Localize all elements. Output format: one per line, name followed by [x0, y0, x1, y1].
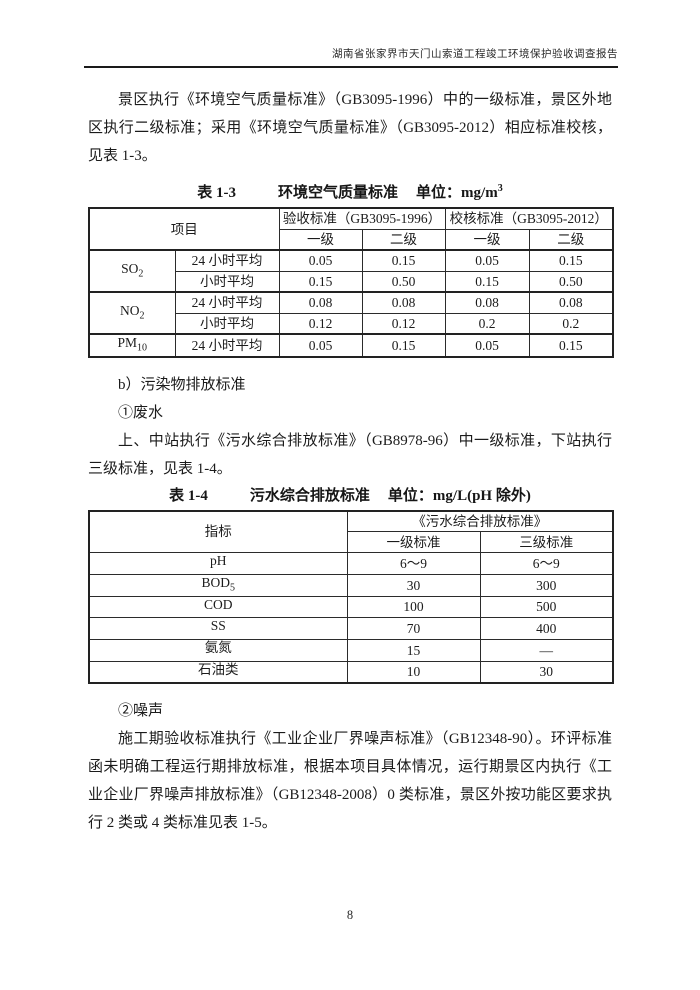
- value-cell: 0.08: [361, 291, 446, 314]
- table-1-3-label: 表 1-3: [197, 185, 237, 201]
- header-check-standard: 校核标准（GB3095-2012）: [444, 207, 614, 230]
- table-1-4-caption: 表 1-4 污水综合排放标准 单位：mg/L(pH 除外): [88, 485, 612, 507]
- table-row: 一级标准 三级标准: [89, 531, 614, 554]
- table-row: SS 70 400: [88, 617, 614, 640]
- value-cell: 0.08: [528, 291, 614, 314]
- table-row: 小时平均 0.12 0.12 0.2 0.2: [89, 312, 614, 335]
- page-number: 8: [346, 908, 354, 922]
- pollutant-pm10: PM10: [88, 333, 176, 358]
- value-cell: —: [479, 638, 614, 662]
- table-1-3-title: 环境空气质量标准: [278, 185, 399, 201]
- paragraph-noise: 施工期验收标准执行《工业企业厂界噪声标准》（GB12348-90）。环评标准函未…: [88, 731, 612, 832]
- indicator-ss: SS: [88, 617, 348, 640]
- value-cell: 0.08: [444, 291, 530, 314]
- header-grade-1-standard: 一级标准: [346, 531, 481, 554]
- heading-pollutant-discharge: b）污染物排放标准: [118, 376, 246, 393]
- value-cell: 30: [346, 573, 481, 597]
- value-cell: 0.05: [278, 333, 363, 358]
- period-cell: 24 小时平均: [174, 249, 280, 272]
- header-grade-3-standard: 三级标准: [479, 531, 614, 554]
- value-cell: 0.15: [528, 249, 614, 272]
- period-cell: 小时平均: [174, 312, 280, 335]
- table-1-4-label: 表 1-4: [169, 487, 208, 504]
- paragraph-air-quality: 景区执行《环境空气质量标准》（GB3095-1996）中的一级标准，景区外地区执…: [88, 92, 612, 164]
- value-cell: 300: [479, 573, 614, 597]
- value-cell: 0.05: [278, 249, 363, 272]
- value-cell: 0.2: [528, 312, 614, 335]
- value-cell: 0.15: [361, 333, 446, 358]
- air-quality-standards-table: 项目 验收标准（GB3095-1996） 校核标准（GB3095-2012） 一…: [88, 207, 614, 358]
- value-cell: 0.12: [278, 312, 363, 335]
- value-cell: 400: [479, 617, 614, 640]
- value-cell: 10: [346, 660, 481, 684]
- header-grade-2: 二级: [361, 228, 446, 251]
- value-cell: 0.15: [278, 270, 363, 293]
- value-cell: 0.05: [444, 249, 530, 272]
- heading-noise: ②噪声: [118, 703, 164, 720]
- table-row: NO2 24 小时平均 0.08 0.08 0.08 0.08: [88, 291, 614, 335]
- running-header: 湖南省张家界市天门山索道工程竣工环境保护验收调查报告: [332, 49, 618, 60]
- table-row: pH 6～9 6～9: [88, 552, 614, 575]
- indicator-cod: COD: [88, 595, 348, 619]
- value-cell: 30: [479, 660, 614, 684]
- value-cell: 100: [346, 595, 481, 619]
- value-cell: 0.15: [361, 249, 446, 272]
- pollutant-so2: SO2: [88, 249, 176, 293]
- table-row: SO2 24 小时平均 0.05 0.15 0.05 0.15: [88, 249, 614, 293]
- table-row: PM10 24 小时平均 0.05 0.15 0.05 0.15: [88, 333, 614, 358]
- wastewater-standards-table: 指标 《污水综合排放标准》 一级标准 三级标准 pH 6～9 6～9 BOD5 …: [88, 509, 614, 685]
- value-cell: 0.12: [361, 312, 446, 335]
- indicator-ph: pH: [88, 552, 348, 575]
- value-cell: 6～9: [346, 552, 481, 575]
- table-row: COD 100 500: [88, 595, 614, 619]
- indicator-ammonia: 氨氮: [88, 638, 348, 662]
- pollutant-no2: NO2: [88, 291, 176, 335]
- header-grade-3: 一级: [444, 228, 530, 251]
- header-grade-4: 二级: [528, 228, 614, 251]
- period-cell: 24 小时平均: [174, 333, 280, 358]
- header-item: 项目: [88, 207, 280, 251]
- value-cell: 0.50: [361, 270, 446, 293]
- table-row: 石油类 10 30: [88, 660, 614, 684]
- table-row: 氨氮 15 —: [88, 638, 614, 662]
- table-1-4-title: 污水综合排放标准: [249, 487, 370, 504]
- indicator-petroleum: 石油类: [88, 660, 348, 684]
- table-row: BOD5 30 300: [88, 573, 614, 597]
- indicator-bod5: BOD5: [88, 573, 348, 597]
- table-1-3-unit: 单位：mg/m3: [416, 183, 503, 201]
- period-cell: 小时平均: [174, 270, 280, 293]
- heading-wastewater: ①废水: [118, 404, 164, 421]
- header-divider: [84, 66, 618, 68]
- table-1-4-unit: 单位：mg/L(pH 除外): [387, 487, 531, 504]
- unit-superscript: 3: [497, 183, 503, 194]
- value-cell: 0.15: [528, 333, 614, 358]
- value-cell: 0.08: [278, 291, 363, 314]
- period-cell: 24 小时平均: [174, 291, 280, 314]
- header-indicator: 指标: [88, 510, 348, 554]
- table-row: 指标 《污水综合排放标准》: [88, 510, 614, 554]
- header-standard-name: 《污水综合排放标准》: [346, 510, 614, 533]
- value-cell: 0.05: [444, 333, 530, 358]
- value-cell: 0.50: [528, 270, 614, 293]
- value-cell: 6～9: [479, 552, 614, 575]
- value-cell: 70: [346, 617, 481, 640]
- paragraph-wastewater: 上、中站执行《污水综合排放标准》（GB8978-96）中一级标准，下站执行三级标…: [88, 432, 612, 477]
- value-cell: 500: [479, 595, 614, 619]
- value-cell: 0.2: [444, 312, 530, 335]
- table-row: 项目 验收标准（GB3095-1996） 校核标准（GB3095-2012）: [88, 207, 614, 251]
- value-cell: 15: [346, 638, 481, 662]
- header-grade-1: 一级: [278, 228, 363, 251]
- page-content: 景区执行《环境空气质量标准》（GB3095-1996）中的一级标准，景区外地区执…: [88, 86, 614, 837]
- header-acceptance-standard: 验收标准（GB3095-1996）: [278, 207, 446, 230]
- table-1-3-caption: 表 1-3 环境空气质量标准 单位：mg/m3: [88, 178, 612, 204]
- value-cell: 0.15: [444, 270, 530, 293]
